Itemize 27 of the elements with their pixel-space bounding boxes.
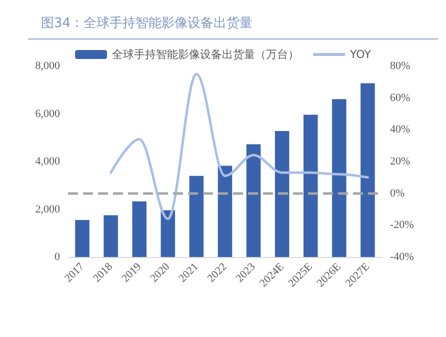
y2-tick-label: -20% — [390, 219, 414, 232]
bar — [104, 215, 118, 257]
bar — [160, 210, 176, 257]
y2-tick-label: 60% — [390, 92, 410, 104]
bar — [75, 220, 90, 257]
y2-tick-label: 20% — [390, 156, 410, 168]
bar — [332, 99, 346, 257]
y-tick-label: 0 — [54, 251, 60, 263]
bar — [304, 114, 318, 257]
y-tick-label: 4,000 — [35, 156, 60, 168]
y-tick-label: 6,000 — [35, 108, 60, 120]
bar — [132, 201, 146, 257]
legend-label: 全球手持智能影像设备出货量（万台） — [112, 48, 300, 61]
legend-label: YOY — [349, 48, 372, 61]
y2-tick-label: 80% — [390, 60, 410, 72]
chart-title: 图34：全球手持智能影像设备出货量 — [41, 16, 253, 31]
bar — [360, 83, 375, 257]
y-tick-label: 8,000 — [35, 60, 60, 72]
line-series — [110, 72, 369, 220]
bar — [189, 176, 204, 257]
y-tick-label: 2,000 — [35, 203, 60, 216]
bar — [274, 130, 290, 257]
y2-tick-label: 40% — [390, 124, 410, 136]
bar — [246, 144, 261, 257]
bar — [218, 166, 232, 257]
y2-tick-label: 0% — [390, 187, 405, 200]
y2-tick-label: -40% — [390, 251, 414, 263]
